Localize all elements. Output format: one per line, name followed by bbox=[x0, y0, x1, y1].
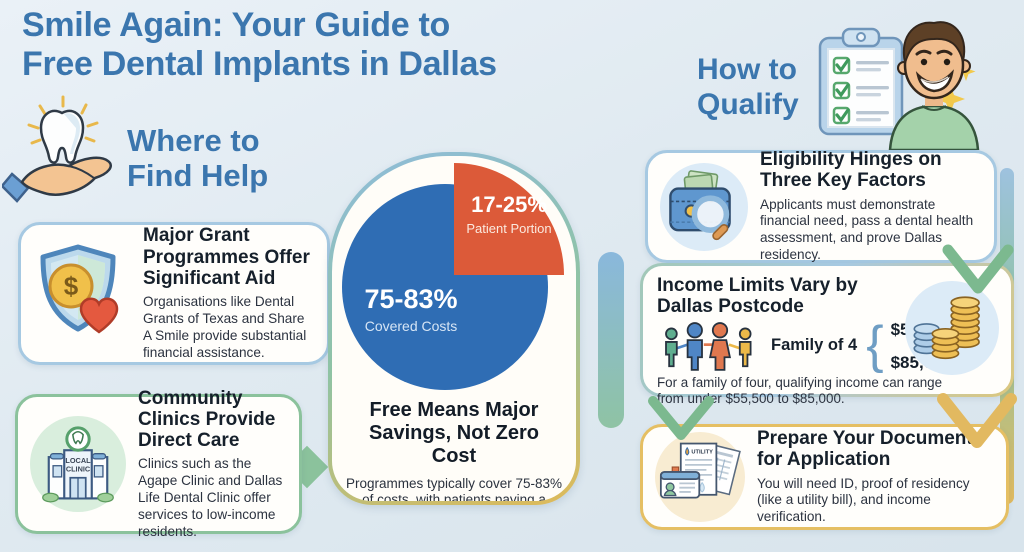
find-help-line1: Where to bbox=[127, 123, 260, 158]
page-title-line1: Smile Again: Your Guide to bbox=[22, 6, 450, 44]
clinic-sign-line2: CLINIC bbox=[66, 465, 91, 474]
card-savings-text: Free Means Major Savings, Not Zero Cost … bbox=[332, 399, 576, 501]
card-title: Income Limits Vary by Dallas Postcode bbox=[657, 275, 858, 318]
page-title-line2: Free Dental Implants in Dallas bbox=[22, 45, 497, 84]
savings-title: Free Means Major Savings, Not Zero Cost bbox=[345, 399, 563, 469]
card-body: You will need ID, proof of residency (li… bbox=[757, 475, 970, 525]
documents-icon-circle: UTILITY bbox=[655, 432, 745, 522]
card-income-inner: Income Limits Vary by Dallas Postcode Fa… bbox=[643, 266, 1011, 406]
card-prepare-documents-text: Prepare Your Documents for Application Y… bbox=[757, 428, 994, 526]
card-eligibility-text: Eligibility Hinges on Three Key Factors … bbox=[760, 149, 982, 264]
center-bubble: 17-25% Patient Portion 75-83% Covered Co… bbox=[328, 152, 580, 505]
savings-title-line1: Free Means Major bbox=[369, 399, 539, 421]
center-bubble-inner: 17-25% Patient Portion 75-83% Covered Co… bbox=[332, 156, 576, 501]
brace-glyph: { bbox=[866, 316, 884, 375]
card-major-grants: $ Major Grant Programmes Offer Significa… bbox=[18, 222, 330, 365]
patient-portion-value: 17-25% bbox=[471, 192, 547, 217]
card-title: Prepare Your Documents for Application bbox=[757, 427, 984, 471]
chevron-down-icon bbox=[937, 393, 1017, 448]
hand-holding-tooth-icon bbox=[2, 95, 112, 203]
page-title: Smile Again: Your Guide to Free Dental I… bbox=[22, 6, 497, 85]
family-of-four-icon bbox=[665, 321, 752, 371]
card-community-clinics-text: Community Clinics Provide Direct Care Cl… bbox=[138, 388, 287, 541]
card-major-grants-text: Major Grant Programmes Offer Significant… bbox=[143, 225, 315, 361]
family-label: Family of 4 bbox=[771, 336, 858, 355]
patient-portion-label: Patient Portion bbox=[466, 221, 552, 236]
coins-icon-circle bbox=[905, 281, 999, 375]
clinic-sign-line1: LOCAL bbox=[65, 456, 91, 465]
card-income-limits: Income Limits Vary by Dallas Postcode Fa… bbox=[640, 263, 1014, 406]
card-eligibility: Eligibility Hinges on Three Key Factors … bbox=[645, 149, 997, 264]
utility-doc-label: UTILITY bbox=[691, 450, 713, 456]
clipboard-checklist-icon bbox=[818, 27, 904, 136]
card-body: Organisations like Dental Grants of Texa… bbox=[143, 294, 307, 360]
pie-label-covered-costs: 75-83% Covered Costs bbox=[350, 284, 472, 334]
qualify-line1: How to bbox=[697, 53, 797, 86]
card-prepare-documents: UTILITY Prepare Your Documents for Appli… bbox=[640, 424, 1009, 530]
savings-body: Programmes typically cover 75-83% of cos… bbox=[345, 475, 563, 501]
card-title: Eligibility Hinges on Three Key Factors bbox=[760, 149, 942, 192]
smiling-person-illustration bbox=[888, 21, 980, 150]
wallet-icon-circle bbox=[660, 162, 748, 251]
section-heading-find-help: Where to Find Help bbox=[127, 123, 269, 193]
card-body: Clinics such as the Agape Clinic and Dal… bbox=[138, 456, 283, 539]
documents-icon: UTILITY bbox=[659, 442, 741, 499]
chevron-down-icon bbox=[942, 244, 1014, 294]
qualify-line2: Qualify bbox=[697, 87, 799, 121]
shield-dollar-heart-icon: $ bbox=[40, 244, 119, 334]
card-community-clinics: LOCAL CLINIC Community Clinics Provide D… bbox=[15, 388, 302, 539]
find-help-line2: Find Help bbox=[127, 157, 269, 193]
section-heading-qualify: How to Qualify bbox=[697, 53, 799, 122]
svg-text:$: $ bbox=[64, 271, 79, 301]
card-title: Community Clinics Provide Direct Care bbox=[138, 387, 276, 452]
connector-center-to-right bbox=[598, 252, 624, 428]
wallet-magnifier-icon bbox=[669, 169, 731, 240]
card-body: Applicants must demonstrate financial ne… bbox=[760, 196, 974, 263]
pie-label-patient-portion: 17-25% Patient Portion bbox=[454, 192, 564, 236]
card-title: Major Grant Programmes Offer Significant… bbox=[143, 225, 310, 289]
clinic-icon-circle: LOCAL CLINIC bbox=[30, 416, 126, 512]
coin-stacks-icon bbox=[913, 296, 980, 360]
local-clinic-building-icon: LOCAL CLINIC bbox=[42, 426, 114, 503]
savings-title-line2: Savings, Not Zero Cost bbox=[368, 422, 540, 468]
covered-costs-value: 75-83% bbox=[364, 284, 458, 314]
covered-costs-label: Covered Costs bbox=[364, 318, 458, 334]
chevron-down-icon bbox=[648, 396, 714, 440]
